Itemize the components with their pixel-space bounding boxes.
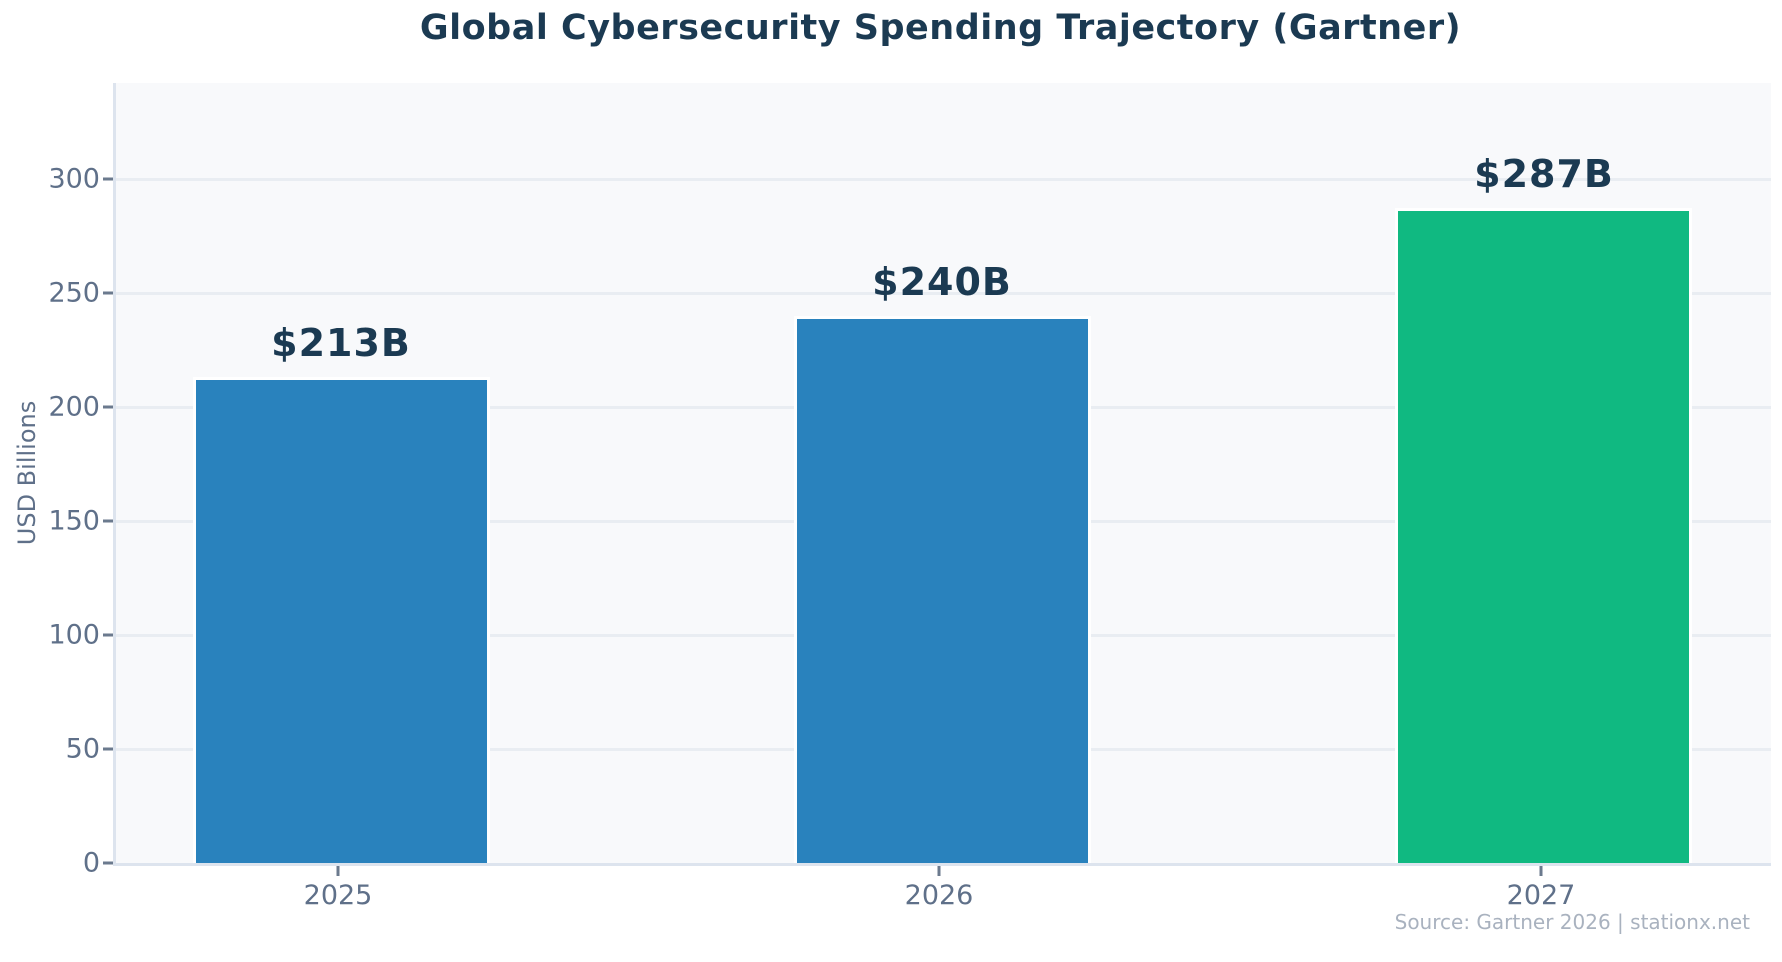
y-tick-label-200: 200 xyxy=(48,391,100,423)
y-tick-label-150: 150 xyxy=(48,505,100,537)
y-tick-mark-150 xyxy=(103,519,113,523)
x-tick-label-2025: 2025 xyxy=(303,880,373,911)
chart-title: Global Cybersecurity Spending Trajectory… xyxy=(419,8,1462,48)
x-tick-mark-2027 xyxy=(1539,866,1543,876)
y-tick-mark-50 xyxy=(103,747,113,751)
x-tick-label-2027: 2027 xyxy=(1506,880,1576,911)
y-tick-label-0: 0 xyxy=(82,847,100,879)
y-tick-mark-300 xyxy=(103,177,113,181)
y-tick-label-300: 300 xyxy=(48,163,100,195)
bar-value-label-2026: $240B xyxy=(872,260,1012,304)
y-tick-label-50: 50 xyxy=(65,733,100,765)
y-tick-mark-200 xyxy=(103,405,113,409)
bar-2026 xyxy=(794,316,1091,863)
plot-area: $213B $240B $287B xyxy=(113,83,1771,866)
gridline-300 xyxy=(116,177,1771,181)
bar-2025 xyxy=(193,377,490,863)
gridline-250 xyxy=(116,291,1771,295)
y-tick-mark-0 xyxy=(103,861,113,865)
x-tick-mark-2026 xyxy=(937,866,941,876)
bar-2027 xyxy=(1395,208,1692,863)
y-tick-label-100: 100 xyxy=(48,619,100,651)
y-tick-mark-250 xyxy=(103,291,113,295)
x-tick-label-2026: 2026 xyxy=(904,880,974,911)
y-tick-label-250: 250 xyxy=(48,277,100,309)
y-tick-mark-100 xyxy=(103,633,113,637)
bar-value-label-2027: $287B xyxy=(1474,152,1614,196)
source-note: Source: Gartner 2026 | stationx.net xyxy=(1394,910,1750,934)
bar-value-label-2025: $213B xyxy=(271,321,411,365)
x-tick-mark-2025 xyxy=(336,866,340,876)
